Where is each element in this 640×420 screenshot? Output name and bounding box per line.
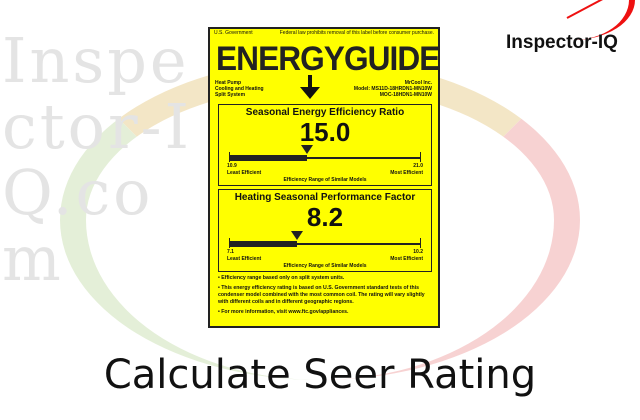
arrowhead-icon bbox=[300, 87, 320, 99]
hspf-section: Heating Seasonal Performance Factor 8.2 … bbox=[218, 189, 432, 272]
seer-min: 10.9 bbox=[227, 163, 237, 169]
hspf-min: 7.1 bbox=[227, 249, 234, 255]
hspf-min-label: Least Efficient bbox=[227, 256, 262, 262]
logo: Inspector-IQ bbox=[506, 32, 618, 53]
seer-title: Seasonal Energy Efficiency Ratio bbox=[245, 107, 405, 118]
hspf-value: 8.2 bbox=[306, 202, 344, 232]
arrow-icon bbox=[308, 75, 312, 91]
hspf-title: Heating Seasonal Performance Factor bbox=[234, 192, 416, 203]
seer-value: 15.0 bbox=[299, 117, 351, 147]
hspf-fill bbox=[229, 241, 298, 247]
gov-text: U.S. Government bbox=[214, 30, 253, 36]
notes: • Efficiency range based only on split s… bbox=[218, 275, 432, 319]
seer-max: 21.0 bbox=[413, 163, 423, 169]
note: • This energy efficiency rating is based… bbox=[218, 285, 425, 305]
maker: MrCool Inc. bbox=[404, 80, 432, 86]
tick bbox=[229, 152, 230, 162]
law-text: Federal law prohibits removal of this la… bbox=[279, 30, 434, 36]
model: Model: MS11D-18HRDN1-MN10W bbox=[353, 86, 432, 92]
seer-max-label: Most Efficient bbox=[390, 170, 423, 176]
seer-range-label: Efficiency Range of Similar Models bbox=[283, 177, 367, 183]
label-title: ENERGYGUIDE bbox=[216, 40, 440, 78]
seer-scale bbox=[229, 145, 421, 162]
model-info: MrCool Inc. Model: MS11D-18HRDN1-MN10W M… bbox=[354, 80, 432, 98]
hspf-max-label: Most Efficient bbox=[390, 256, 423, 262]
seer-min-label: Least Efficient bbox=[227, 170, 262, 176]
seer-pointer-icon bbox=[300, 145, 313, 154]
hspf-pointer-icon bbox=[291, 231, 304, 240]
type-line: Cooling and Heating bbox=[215, 86, 264, 92]
type-line: Heat Pump bbox=[215, 80, 242, 86]
seer-section: Seasonal Energy Efficiency Ratio 15.0 10… bbox=[218, 104, 432, 186]
tick bbox=[229, 238, 230, 248]
tick bbox=[420, 238, 421, 248]
tick bbox=[420, 152, 421, 162]
unit-type: Heat Pump Cooling and Heating Split Syst… bbox=[215, 80, 264, 98]
energy-guide-label: U.S. Government Federal law prohibits re… bbox=[208, 27, 440, 328]
hspf-range-label: Efficiency Range of Similar Models bbox=[283, 263, 367, 269]
caption: Calculate Seer Rating bbox=[103, 352, 537, 398]
type-line: Split System bbox=[215, 92, 246, 98]
note: • Efficiency range based only on split s… bbox=[218, 275, 345, 281]
hspf-scale bbox=[229, 231, 421, 248]
note: • For more information, visit www.ftc.go… bbox=[218, 309, 349, 315]
model2: MOC-18HDN1-MN10W bbox=[379, 92, 432, 98]
hspf-max: 10.2 bbox=[413, 249, 423, 255]
watermark: Inspector-IQ.com bbox=[2, 24, 193, 295]
seer-fill bbox=[229, 155, 307, 161]
